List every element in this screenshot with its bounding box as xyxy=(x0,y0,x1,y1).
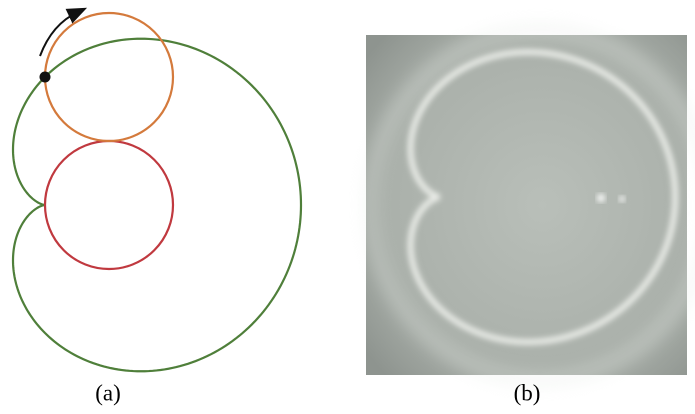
cardioid-curve xyxy=(13,39,301,372)
rotation-arrow xyxy=(40,12,78,56)
highlight xyxy=(597,194,605,202)
panel-label: (b) xyxy=(514,380,541,405)
rolling-circle xyxy=(45,13,173,141)
fixed-circle xyxy=(45,141,173,269)
tracing-point xyxy=(40,72,51,83)
panel-label: (a) xyxy=(95,380,121,405)
diagram-a xyxy=(13,12,301,371)
highlight xyxy=(619,196,625,202)
photo-b xyxy=(366,30,695,380)
figure: (a) (b) xyxy=(0,0,695,414)
